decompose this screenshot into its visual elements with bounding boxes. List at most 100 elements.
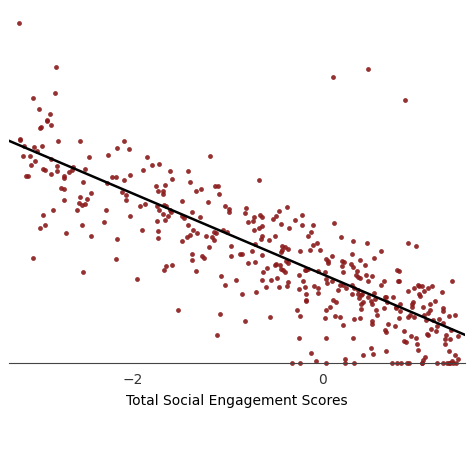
Point	[445, 347, 453, 355]
Point	[272, 232, 279, 239]
Point	[276, 262, 283, 269]
Point	[392, 322, 399, 329]
Point	[188, 250, 196, 258]
Point	[350, 315, 358, 323]
Point	[342, 355, 349, 363]
Point	[183, 233, 191, 241]
Point	[78, 201, 86, 209]
Point	[178, 197, 185, 205]
Point	[186, 178, 194, 185]
Point	[368, 272, 375, 279]
Point	[454, 333, 462, 340]
Point	[428, 325, 435, 333]
Point	[439, 360, 447, 367]
Point	[352, 272, 360, 279]
Point	[358, 290, 366, 298]
Point	[154, 218, 161, 225]
Point	[377, 247, 385, 255]
Point	[126, 212, 133, 220]
Point	[278, 246, 286, 254]
Point	[192, 267, 200, 274]
Point	[113, 144, 121, 152]
Point	[180, 214, 187, 222]
Point	[432, 327, 440, 335]
Point	[122, 191, 130, 199]
Point	[298, 211, 306, 219]
Point	[397, 300, 404, 308]
Point	[27, 161, 35, 169]
Point	[73, 207, 81, 214]
Point	[211, 182, 219, 190]
Point	[39, 165, 46, 173]
Point	[44, 116, 51, 124]
Point	[322, 255, 330, 263]
Point	[371, 296, 379, 303]
Point	[35, 105, 42, 113]
Point	[219, 227, 227, 234]
Point	[395, 267, 403, 275]
Point	[210, 237, 218, 244]
Point	[442, 340, 449, 348]
Point	[424, 284, 432, 292]
Point	[439, 289, 447, 296]
Point	[120, 176, 128, 184]
Point	[78, 221, 85, 229]
Point	[100, 219, 107, 226]
Point	[113, 255, 120, 263]
Point	[166, 167, 173, 175]
Point	[404, 313, 412, 320]
Point	[41, 166, 49, 174]
Point	[113, 235, 121, 243]
Point	[381, 326, 389, 334]
Point	[269, 215, 277, 223]
Point	[439, 319, 447, 327]
Point	[16, 137, 24, 144]
Point	[134, 275, 141, 283]
Point	[373, 306, 380, 313]
Point	[393, 360, 401, 367]
Point	[255, 224, 263, 231]
Point	[190, 226, 197, 234]
Point	[258, 276, 266, 284]
Point	[429, 317, 437, 324]
Point	[281, 243, 289, 251]
Point	[441, 335, 448, 343]
Point	[232, 276, 240, 283]
Point	[339, 322, 346, 329]
Point	[258, 223, 265, 230]
Point	[337, 313, 344, 320]
Point	[371, 289, 378, 297]
Point	[22, 172, 30, 179]
Point	[127, 171, 134, 178]
Point	[426, 300, 434, 308]
Point	[186, 231, 193, 239]
Point	[227, 252, 235, 260]
Point	[324, 257, 332, 265]
Point	[81, 200, 89, 208]
Point	[446, 360, 454, 367]
Point	[217, 272, 225, 280]
Point	[342, 284, 349, 292]
Point	[356, 256, 364, 264]
Point	[53, 162, 61, 169]
Point	[49, 206, 57, 214]
Point	[404, 239, 411, 246]
Point	[267, 277, 275, 284]
Point	[184, 221, 192, 229]
Point	[395, 314, 402, 321]
Point	[353, 267, 360, 274]
Point	[322, 275, 329, 283]
Point	[368, 344, 375, 351]
Point	[223, 228, 230, 236]
Point	[413, 340, 421, 347]
Point	[154, 227, 161, 234]
Point	[383, 293, 390, 301]
Point	[242, 204, 249, 212]
Point	[198, 252, 205, 260]
Point	[60, 172, 67, 180]
Point	[349, 264, 357, 271]
Point	[37, 123, 45, 131]
Point	[433, 360, 441, 367]
Point	[273, 260, 280, 268]
Point	[79, 268, 87, 275]
